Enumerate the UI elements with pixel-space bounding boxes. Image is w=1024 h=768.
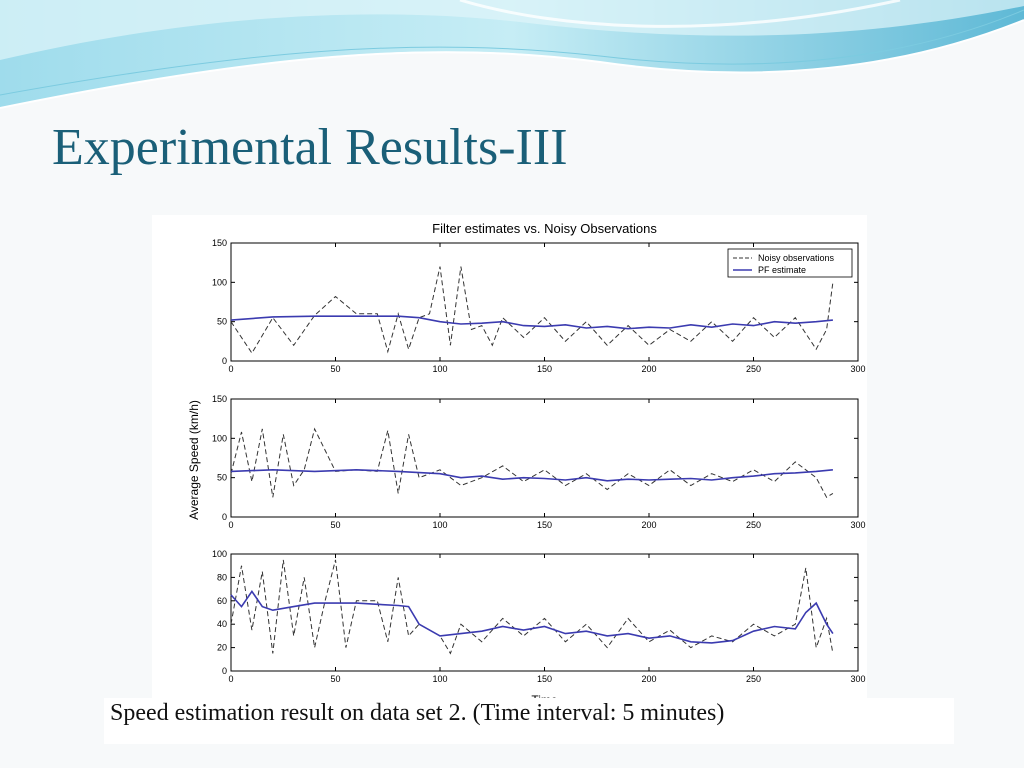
y-tick-label: 50 — [217, 317, 227, 327]
x-tick-label: 0 — [228, 364, 233, 374]
x-tick-label: 150 — [537, 520, 552, 530]
y-tick-label: 150 — [212, 394, 227, 404]
x-tick-label: 150 — [537, 364, 552, 374]
figure-panel: Filter estimates vs. Noisy Observations A… — [152, 215, 867, 707]
x-tick-label: 300 — [850, 674, 865, 684]
x-tick-label: 100 — [432, 674, 447, 684]
y-tick-label: 150 — [212, 238, 227, 248]
y-tick-label: 80 — [217, 572, 227, 582]
x-tick-label: 50 — [330, 674, 340, 684]
x-tick-label: 50 — [330, 520, 340, 530]
y-tick-label: 60 — [217, 596, 227, 606]
x-tick-label: 200 — [641, 520, 656, 530]
x-tick-label: 100 — [432, 520, 447, 530]
legend-box — [727, 248, 853, 278]
chart-title: Filter estimates vs. Noisy Observations — [432, 221, 657, 236]
y-tick-label: 100 — [212, 277, 227, 287]
slide-title: Experimental Results-III — [52, 119, 568, 176]
legend: Noisy observations PF estimate — [727, 248, 853, 278]
x-tick-label: 50 — [330, 364, 340, 374]
x-tick-label: 200 — [641, 364, 656, 374]
noisy-observations-line — [230, 427, 834, 499]
x-tick-label: 300 — [850, 364, 865, 374]
speed-estimation-chart: Filter estimates vs. Noisy Observations A… — [187, 221, 866, 707]
y-tick-label: 100 — [212, 433, 227, 443]
noisy-observations-line — [230, 559, 834, 655]
pf-estimate-line — [230, 468, 833, 482]
legend-entry: PF estimate — [758, 265, 806, 275]
pf-estimate-line — [230, 589, 834, 644]
x-tick-label: 250 — [746, 364, 761, 374]
y-tick-label: 100 — [212, 549, 227, 559]
caption-background — [104, 698, 954, 744]
axes-box — [230, 553, 859, 672]
header-wave-decoration — [0, 0, 1024, 109]
legend-entry: Noisy observations — [758, 253, 835, 263]
subplot-1: 0 50 100 150 200 250 300 0 50 100 150 Noisy observa… — [212, 238, 866, 374]
axes-box — [230, 398, 859, 518]
y-tick-label: 20 — [217, 643, 227, 653]
noisy-observations-line — [230, 266, 834, 355]
x-tick-label: 250 — [746, 674, 761, 684]
figure-caption: Speed estimation result on data set 2. (… — [110, 700, 725, 726]
x-tick-label: 0 — [228, 520, 233, 530]
x-tick-label: 200 — [641, 674, 656, 684]
subplot-3: 0 50 100 150 200 250 300 0 20 40 60 80 100 — [212, 549, 866, 684]
y-axis-label: Average Speed (km/h) — [187, 400, 201, 520]
x-tick-label: 0 — [228, 674, 233, 684]
pf-estimate-line — [230, 315, 833, 330]
x-tick-label: 250 — [746, 520, 761, 530]
x-tick-label: 100 — [432, 364, 447, 374]
x-tick-label: 300 — [850, 520, 865, 530]
y-tick-label: 0 — [222, 512, 227, 522]
y-tick-label: 0 — [222, 356, 227, 366]
y-tick-label: 0 — [222, 666, 227, 676]
x-tick-label: 150 — [537, 674, 552, 684]
y-tick-label: 50 — [217, 473, 227, 483]
y-tick-label: 40 — [217, 619, 227, 629]
subplot-2: 0 50 100 150 200 250 300 0 50 100 150 — [212, 394, 866, 530]
